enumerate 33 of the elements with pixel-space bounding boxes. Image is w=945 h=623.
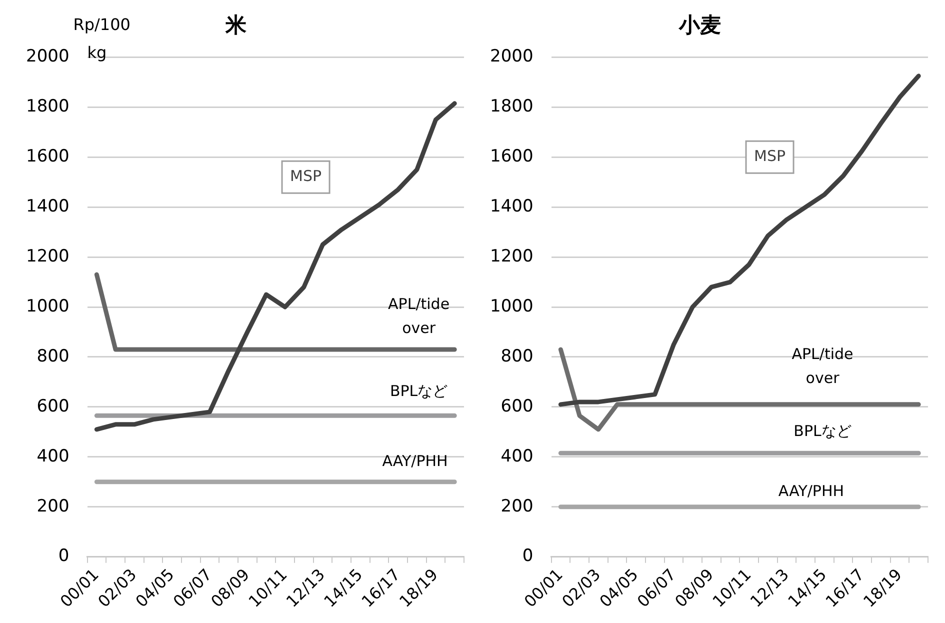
y-tick-label: 600: [36, 396, 70, 416]
y-tick-label: 800: [500, 346, 534, 366]
text: MSP: [290, 167, 322, 185]
y-axis-title: Rp/100 kg: [73, 15, 130, 62]
y-tick-label: 1400: [490, 196, 534, 217]
series-label: BPLなど: [390, 382, 448, 400]
y-tick-label: 0: [522, 546, 534, 566]
series-label: APL/tide over: [792, 344, 854, 387]
y-tick-label: 800: [36, 346, 70, 366]
y-tick-label: 1200: [490, 246, 534, 266]
y-tick-label: 1600: [490, 146, 534, 167]
series-label: AAY/PHH: [382, 452, 448, 470]
y-tick-label: 2000: [26, 46, 70, 67]
chart-title: 小麦: [678, 13, 721, 38]
y-tick-label: 1600: [26, 146, 70, 167]
series-label: APL/tide over: [388, 294, 450, 337]
y-tick-label: 400: [500, 446, 534, 466]
series-label: AAY/PHH: [778, 482, 844, 500]
y-tick-label: 1000: [26, 296, 70, 316]
y-tick-label: 1800: [26, 96, 70, 117]
y-tick-label: 1400: [26, 196, 70, 217]
y-tick-label: 200: [36, 496, 70, 516]
y-tick-label: 600: [500, 396, 534, 416]
text: MSP: [754, 147, 786, 166]
series-label: BPLなど: [794, 422, 852, 440]
chart-title: 米: [224, 13, 248, 38]
y-tick-label: 0: [58, 546, 70, 566]
y-tick-label: 1200: [26, 246, 70, 266]
y-tick-label: 1800: [490, 96, 534, 117]
y-tick-label: 400: [36, 446, 70, 466]
y-tick-label: 1000: [490, 296, 534, 316]
y-tick-label: 2000: [490, 46, 534, 67]
y-tick-label: 200: [500, 496, 534, 516]
